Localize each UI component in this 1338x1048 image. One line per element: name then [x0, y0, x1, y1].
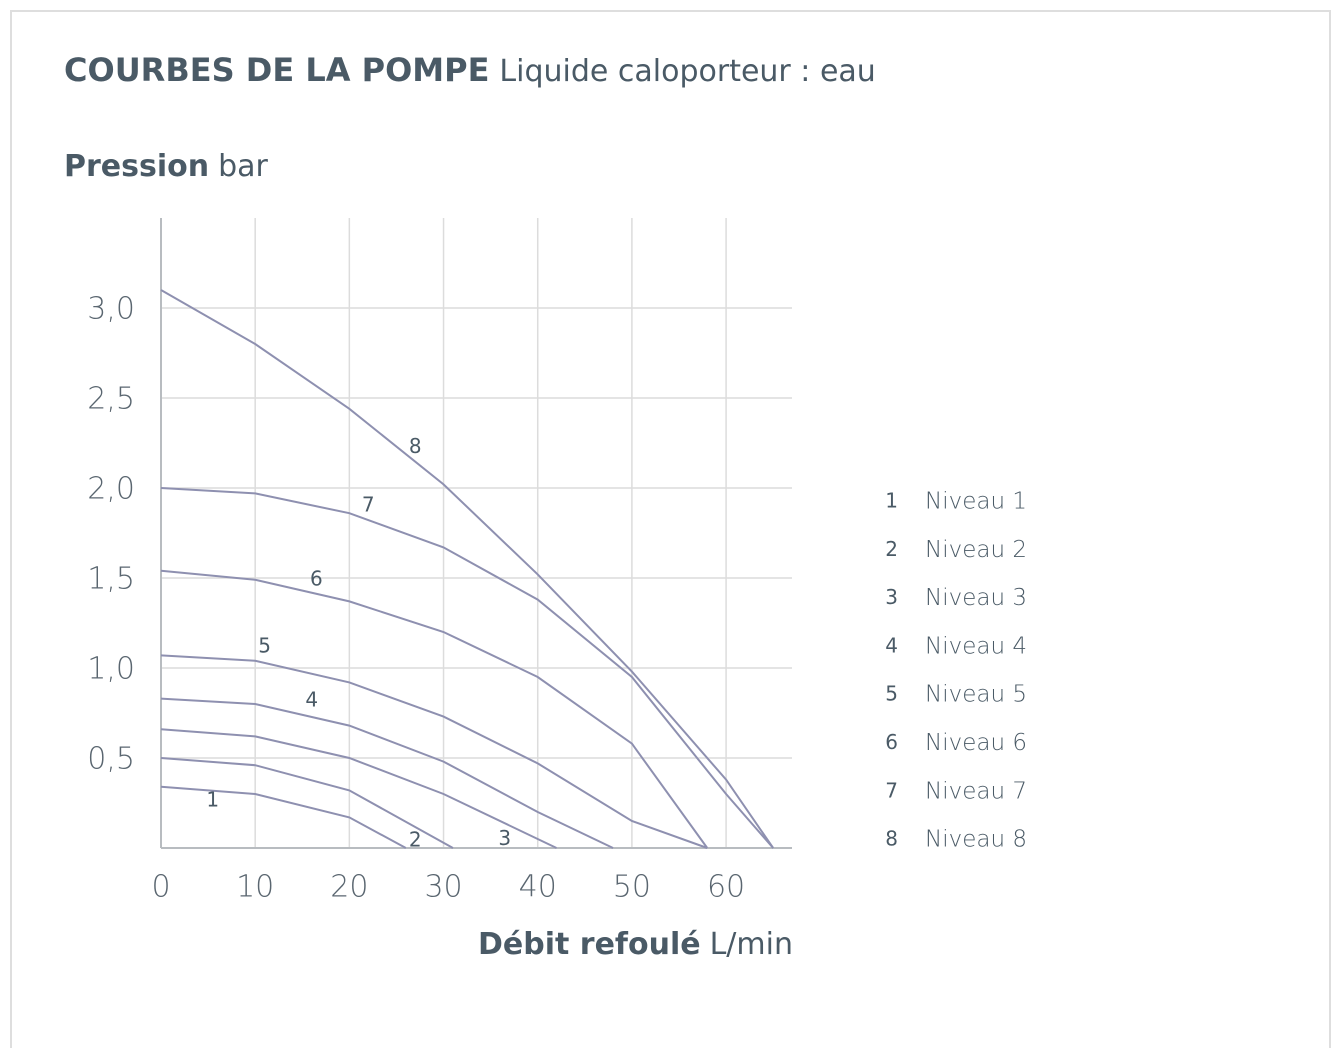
curve-label: 1: [206, 787, 219, 811]
y-tick-label: 0,5: [87, 742, 135, 777]
legend-name: Niveau 3: [925, 585, 1027, 611]
curve: [160, 654, 708, 849]
curve: [160, 785, 407, 849]
legend-number: 1: [885, 489, 898, 513]
legend-name: Niveau 1: [925, 489, 1027, 515]
curve: [160, 697, 614, 849]
x-tick-label: 20: [330, 870, 368, 905]
legend-name: Niveau 8: [925, 827, 1027, 853]
curve: [160, 289, 774, 849]
curve-label: 6: [310, 566, 323, 590]
curve: [160, 569, 709, 849]
y-axis-title: Pression bar: [64, 149, 269, 184]
card: [10, 10, 1331, 1048]
curve-label: 3: [498, 826, 511, 850]
legend-number: 7: [885, 778, 898, 802]
chart-title: COURBES DE LA POMPE: [64, 51, 489, 89]
x-unit: L/min: [710, 927, 793, 962]
legend-number: 4: [885, 633, 898, 657]
x-label: Débit refoulé: [478, 927, 701, 962]
legend-number: 5: [885, 682, 898, 706]
x-tick-label: 50: [613, 870, 651, 905]
y-unit: bar: [218, 149, 268, 184]
legend-number: 6: [885, 730, 898, 754]
legend-name: Niveau 5: [925, 682, 1027, 708]
curve-label: 5: [258, 633, 271, 657]
x-axis-title: Débit refoulé L/min: [478, 927, 793, 962]
y-tick-label: 1,5: [87, 562, 135, 597]
legend-number: 3: [885, 585, 898, 609]
legend-number: 8: [885, 827, 898, 851]
curve: [160, 757, 454, 849]
legend-name: Niveau 2: [925, 537, 1027, 563]
legend-name: Niveau 6: [925, 730, 1027, 756]
legend-name: Niveau 4: [925, 633, 1027, 659]
x-tick-label: 10: [236, 870, 274, 905]
x-tick-label: 0: [151, 870, 170, 905]
curve: [160, 728, 557, 849]
title-line: COURBES DE LA POMPE Liquide caloporteur :…: [64, 51, 876, 89]
x-tick-label: 60: [707, 870, 745, 905]
y-tick-label: 3,0: [87, 292, 135, 327]
chart-subtitle: Liquide caloporteur : eau: [499, 54, 875, 89]
y-tick-label: 1,0: [87, 652, 135, 687]
y-label: Pression: [64, 149, 209, 184]
x-tick-label: 30: [424, 870, 462, 905]
curve-label: 7: [362, 493, 375, 517]
y-tick-label: 2,5: [87, 382, 135, 417]
y-tick-label: 2,0: [87, 472, 135, 507]
legend-number: 2: [885, 537, 898, 561]
curve-label: 4: [305, 687, 318, 711]
curve-label: 8: [409, 434, 422, 458]
legend-name: Niveau 7: [925, 778, 1027, 804]
x-tick-label: 40: [519, 870, 557, 905]
curve: [160, 487, 774, 849]
curve-label: 2: [409, 828, 422, 852]
